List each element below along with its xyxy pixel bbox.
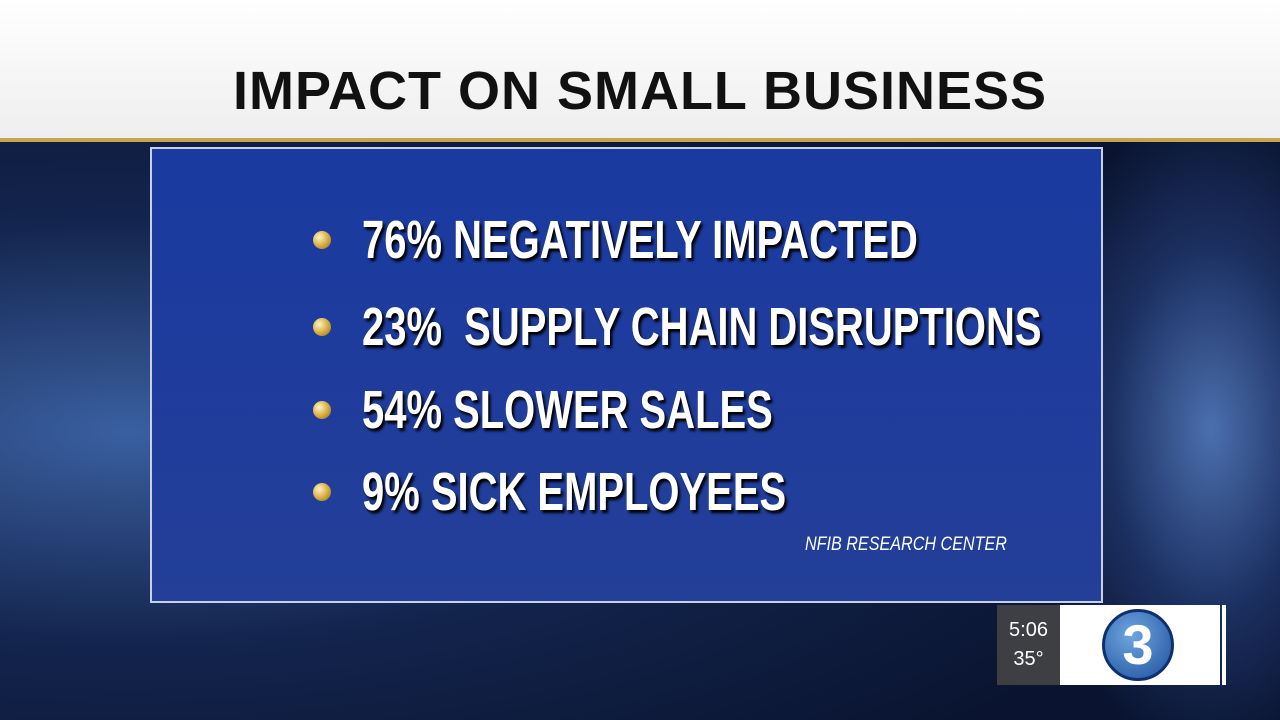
- clock: 5:06 35°: [997, 605, 1060, 685]
- bullet-text: 9% SICK EMPLOYEES: [362, 462, 787, 522]
- source: NFIB RESEARCH CENTER: [805, 534, 1007, 555]
- time: 5:06: [1009, 619, 1048, 641]
- bullet-dot: [313, 318, 331, 336]
- bullet-text: 23% SUPPLY CHAIN DISRUPTIONS: [362, 297, 1042, 357]
- station-logo: 3: [1060, 605, 1220, 685]
- bullet-text: 76% NEGATIVELY IMPACTED: [362, 210, 918, 270]
- divider: [1222, 605, 1226, 685]
- bullet-text: 54% SLOWER SALES: [362, 380, 773, 440]
- title: IMPACT ON SMALL BUSINESS: [232, 61, 1048, 121]
- panel: [150, 147, 1103, 603]
- bullet-dot: [313, 483, 331, 501]
- header: IMPACT ON SMALL BUSINESS: [0, 0, 1280, 142]
- bullet-dot: [313, 231, 331, 249]
- temperature: 35°: [1013, 648, 1044, 670]
- bullet-dot: [313, 401, 331, 419]
- logo-text: 3: [1102, 609, 1174, 681]
